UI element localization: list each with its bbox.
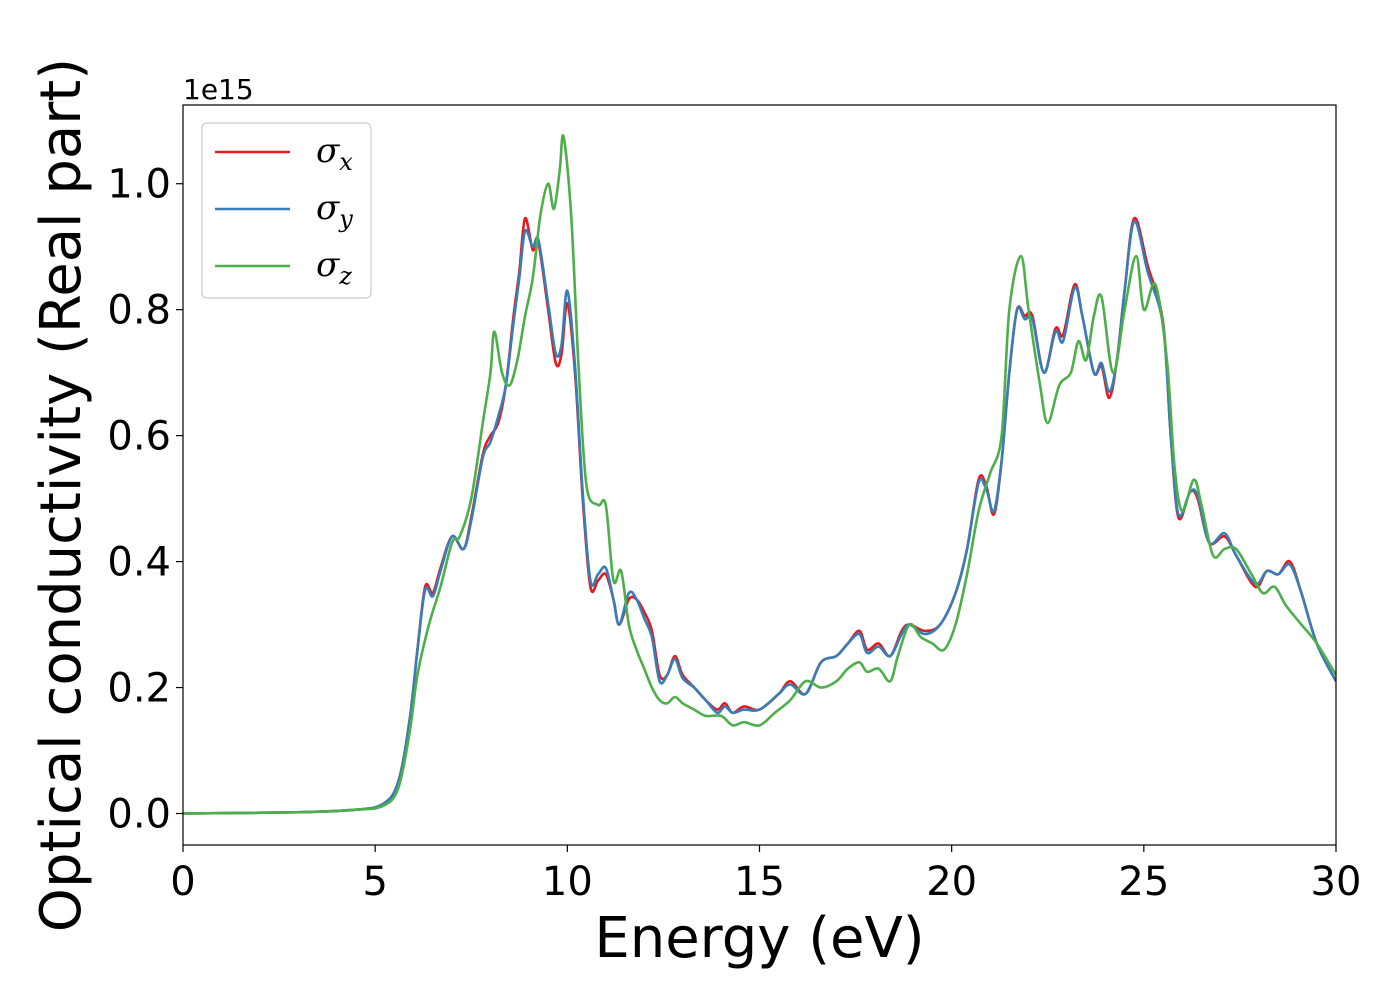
y-tick-label: 0.6 — [107, 414, 171, 460]
legend: σx σy σz — [201, 122, 372, 299]
x-tick-label: 15 — [734, 859, 785, 905]
y-tick-label: 0.4 — [107, 540, 171, 586]
y-offset-label: 1e15 — [183, 73, 254, 106]
legend-label-3: σz — [316, 245, 352, 290]
y-tick-label: 0.2 — [107, 666, 171, 712]
x-tick-label: 10 — [542, 859, 593, 905]
series-layer — [183, 134, 1336, 815]
x-tick-label: 20 — [926, 859, 977, 905]
legend-label-1: σx — [316, 131, 353, 176]
y-tick-label: 0.8 — [107, 288, 171, 334]
y-axis-title: Optical conductivity (Real part) — [29, 58, 94, 932]
legend-label-2: σy — [316, 188, 353, 233]
x-tick-label: 5 — [362, 859, 387, 905]
ticks-layer: 0 5 10 15 20 25 30 0.0 0.2 0.4 0.6 0.8 1.0 — [107, 162, 1361, 905]
x-axis-title: Energy (eV) — [594, 906, 924, 971]
x-tick-label: 25 — [1118, 859, 1169, 905]
series-line-3 — [183, 134, 1336, 815]
x-tick-label: 0 — [170, 859, 195, 905]
y-tick-label: 1.0 — [107, 162, 171, 208]
y-tick-label: 0.0 — [107, 792, 171, 838]
legend-box — [201, 122, 372, 299]
x-tick-label: 30 — [1311, 859, 1362, 905]
